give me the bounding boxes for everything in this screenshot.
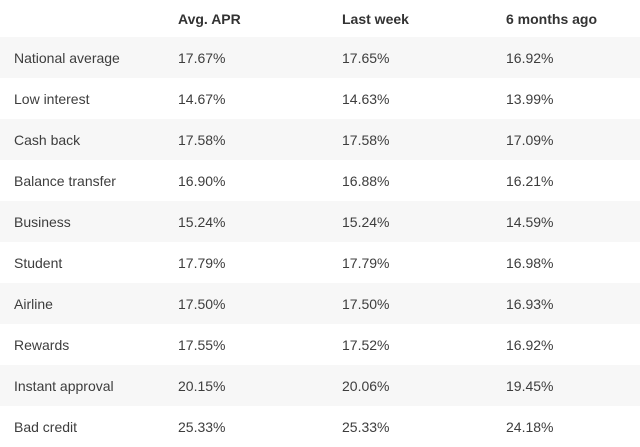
header-avg-apr: Avg. APR [178, 10, 241, 27]
avg-apr-cell: 17.67% [164, 37, 328, 78]
table-row: Student 17.79% 17.79% 16.98% [0, 242, 640, 283]
row-label: Bad credit [0, 406, 164, 447]
header-category [0, 0, 164, 37]
table-row: Cash back 17.58% 17.58% 17.09% [0, 119, 640, 160]
six-months-ago-cell: 24.18% [492, 406, 640, 447]
avg-apr-cell: 25.33% [164, 406, 328, 447]
last-week-cell: 15.24% [328, 201, 492, 242]
last-week-cell: 16.88% [328, 160, 492, 201]
header-six-months-ago: 6 months ago [506, 10, 598, 27]
last-week-cell: 17.50% [328, 283, 492, 324]
avg-apr-cell: 20.15% [164, 365, 328, 406]
six-months-ago-cell: 17.09% [492, 119, 640, 160]
avg-apr-cell: 17.58% [164, 119, 328, 160]
row-label: Airline [0, 283, 164, 324]
last-week-cell: 17.79% [328, 242, 492, 283]
header-last-week: Last week [342, 10, 409, 27]
table-row: National average 17.67% 17.65% 16.92% [0, 37, 640, 78]
row-label: Rewards [0, 324, 164, 365]
row-label: Balance transfer [0, 160, 164, 201]
last-week-cell: 17.52% [328, 324, 492, 365]
table-row: Balance transfer 16.90% 16.88% 16.21% [0, 160, 640, 201]
six-months-ago-cell: 16.93% [492, 283, 640, 324]
six-months-ago-cell: 16.21% [492, 160, 640, 201]
row-label: National average [0, 37, 164, 78]
last-week-cell: 20.06% [328, 365, 492, 406]
row-label: Instant approval [0, 365, 164, 406]
six-months-ago-cell: 16.98% [492, 242, 640, 283]
avg-apr-cell: 15.24% [164, 201, 328, 242]
last-week-cell: 14.63% [328, 78, 492, 119]
table-row: Bad credit 25.33% 25.33% 24.18% [0, 406, 640, 447]
row-label: Business [0, 201, 164, 242]
avg-apr-cell: 17.50% [164, 283, 328, 324]
row-label: Cash back [0, 119, 164, 160]
avg-apr-cell: 16.90% [164, 160, 328, 201]
six-months-ago-cell: 19.45% [492, 365, 640, 406]
last-week-cell: 25.33% [328, 406, 492, 447]
table-header: Avg. APR Last week 6 months ago [0, 0, 640, 37]
table-row: Instant approval 20.15% 20.06% 19.45% [0, 365, 640, 406]
table-row: Rewards 17.55% 17.52% 16.92% [0, 324, 640, 365]
last-week-cell: 17.58% [328, 119, 492, 160]
row-label: Student [0, 242, 164, 283]
six-months-ago-cell: 16.92% [492, 324, 640, 365]
last-week-cell: 17.65% [328, 37, 492, 78]
table-row: Airline 17.50% 17.50% 16.93% [0, 283, 640, 324]
avg-apr-cell: 17.79% [164, 242, 328, 283]
six-months-ago-cell: 13.99% [492, 78, 640, 119]
avg-apr-cell: 14.67% [164, 78, 328, 119]
avg-apr-cell: 17.55% [164, 324, 328, 365]
six-months-ago-cell: 14.59% [492, 201, 640, 242]
table-row: Business 15.24% 15.24% 14.59% [0, 201, 640, 242]
table-body: National average 17.67% 17.65% 16.92% Lo… [0, 37, 640, 447]
six-months-ago-cell: 16.92% [492, 37, 640, 78]
header-row: Avg. APR Last week 6 months ago [0, 0, 640, 37]
row-label: Low interest [0, 78, 164, 119]
table-row: Low interest 14.67% 14.63% 13.99% [0, 78, 640, 119]
